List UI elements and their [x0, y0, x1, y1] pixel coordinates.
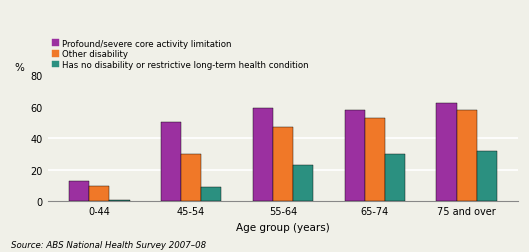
Bar	[253, 109, 273, 202]
Bar	[161, 123, 181, 202]
Bar	[89, 186, 110, 202]
Bar	[201, 187, 222, 202]
Text: Source: ABS National Health Survey 2007–08: Source: ABS National Health Survey 2007–…	[11, 240, 206, 249]
Bar	[69, 181, 89, 202]
Bar	[365, 118, 385, 202]
X-axis label: Age group (years): Age group (years)	[236, 222, 330, 232]
Bar	[110, 200, 130, 202]
Legend: Profound/severe core activity limitation, Other disability, Has no disability or: Profound/severe core activity limitation…	[52, 40, 309, 70]
Bar	[181, 154, 201, 202]
Bar	[273, 128, 293, 202]
Bar	[385, 154, 405, 202]
Bar	[436, 104, 457, 202]
Bar	[457, 110, 477, 202]
Bar	[293, 165, 313, 202]
Text: %: %	[15, 63, 24, 73]
Bar	[344, 110, 365, 202]
Bar	[477, 151, 497, 202]
